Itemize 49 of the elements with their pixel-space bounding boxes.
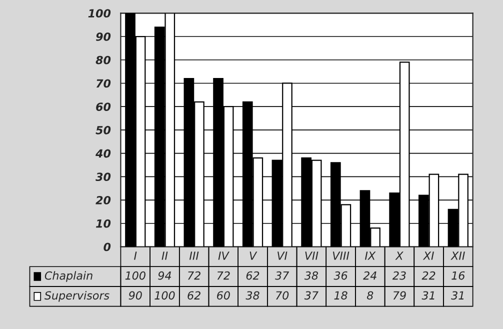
y-tick-label: 40 <box>96 149 111 158</box>
y-tick-label: 0 <box>104 242 111 252</box>
x-tick-label: IX <box>364 252 376 260</box>
data-label: 62 <box>188 291 200 300</box>
data-label: 36 <box>334 271 348 280</box>
y-tick-label: 30 <box>96 172 111 182</box>
x-tick-label: VII <box>305 252 318 260</box>
x-tick-label: II <box>162 252 168 260</box>
data-label: 23 <box>392 271 406 280</box>
data-label: 22 <box>422 271 436 280</box>
y-tick-label: 70 <box>96 79 111 88</box>
data-label: 38 <box>246 291 260 300</box>
y-tick-label: 90 <box>96 32 111 41</box>
y-tick-label: 60 <box>96 102 111 111</box>
x-tick-label: VI <box>278 252 288 260</box>
legend-label: Supervisors <box>44 291 110 302</box>
y-tick-label: 10 <box>96 219 111 228</box>
y-tick-label: 100 <box>88 9 111 18</box>
x-tick-label: XI <box>422 252 434 260</box>
data-label: 24 <box>363 271 376 280</box>
x-tick-label: X <box>395 252 404 260</box>
data-label: 72 <box>217 271 230 280</box>
data-label: 72 <box>188 271 200 280</box>
x-tick-label: III <box>189 252 199 260</box>
data-label: 16 <box>452 271 465 280</box>
data-label: 37 <box>275 271 290 280</box>
data-label: 62 <box>246 271 260 280</box>
data-label: 90 <box>128 291 142 300</box>
x-tick-label: IV <box>218 252 230 260</box>
legend-label: Chaplain <box>44 271 92 282</box>
y-tick-label: 80 <box>96 56 111 64</box>
data-label: 100 <box>125 271 146 280</box>
data-label: 38 <box>304 271 318 280</box>
data-label: 18 <box>334 291 348 300</box>
data-label: 31 <box>451 291 464 300</box>
data-label: 31 <box>422 291 434 300</box>
x-tick-label: XII <box>450 252 465 260</box>
data-label: 79 <box>393 291 406 300</box>
y-tick-label: 50 <box>96 126 111 134</box>
data-label: 8 <box>366 291 374 300</box>
y-tick-label: 20 <box>96 196 111 204</box>
x-tick-label: I <box>134 252 137 260</box>
x-tick-label: V <box>250 252 258 260</box>
x-tick-label: VIII <box>332 252 350 260</box>
data-label: 70 <box>276 291 289 300</box>
data-label: 60 <box>217 291 230 300</box>
data-label: 37 <box>304 291 318 300</box>
data-label: 94 <box>158 271 172 280</box>
data-label: 100 <box>154 291 175 300</box>
